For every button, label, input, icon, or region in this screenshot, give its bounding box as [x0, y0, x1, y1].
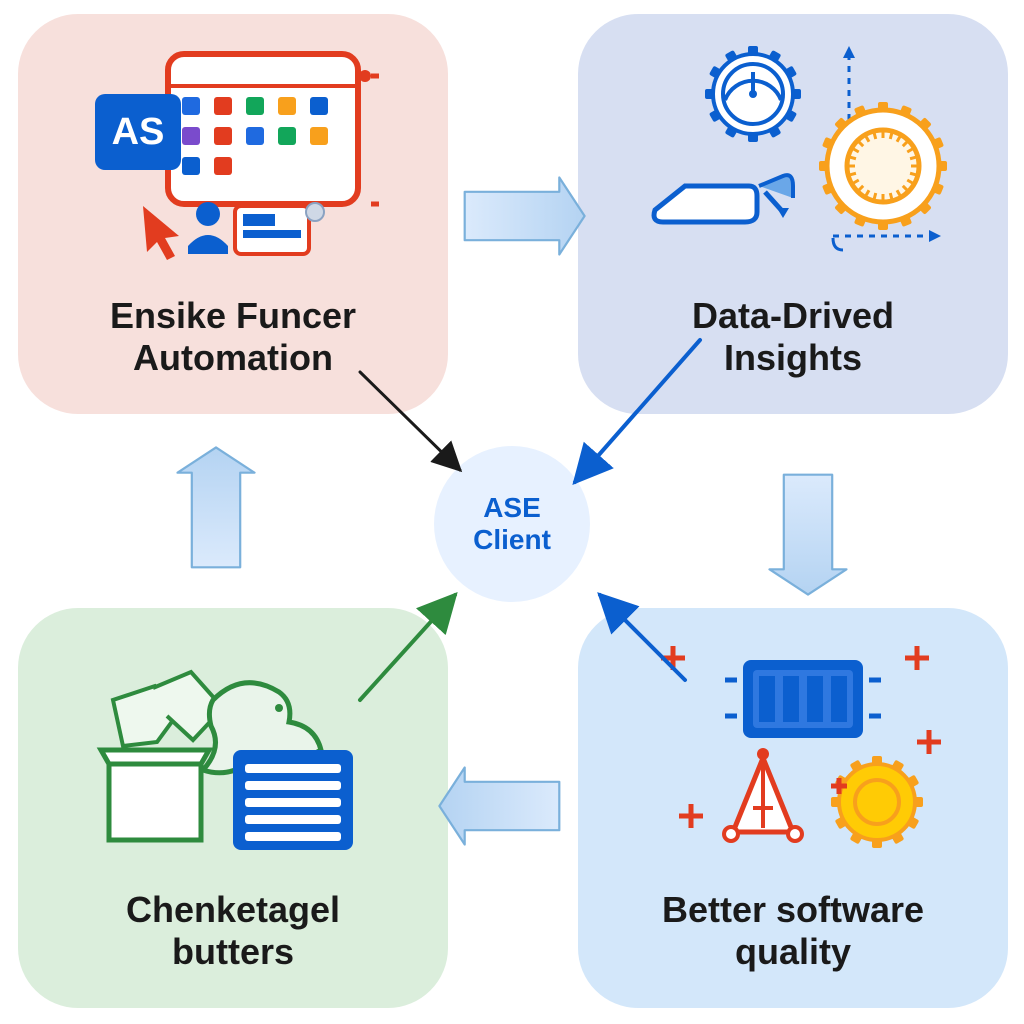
- center-hub: ASEClient: [434, 446, 590, 602]
- cycle-arrow: [770, 475, 847, 595]
- quad-bl-icon: [83, 630, 383, 860]
- cycle-arrow: [465, 178, 585, 255]
- quad-bl-label-line1: Chenketagel: [126, 889, 340, 930]
- quad-br-icon: [633, 630, 953, 860]
- quad-br-label-line2: quality: [735, 931, 851, 972]
- quad-tr-label-line1: Data-Drived: [692, 295, 894, 336]
- quad-tr-label-line2: Insights: [724, 337, 862, 378]
- svg-text:AS: AS: [112, 111, 165, 153]
- quad-tl-icon: AS: [83, 36, 383, 266]
- center-label: ASEClient: [473, 492, 551, 556]
- quad-bl: Chenketagelbutters: [18, 608, 448, 1008]
- quad-br-label: Better softwarequality: [662, 889, 924, 972]
- quad-bl-label: Chenketagelbutters: [126, 889, 340, 972]
- quad-tl-label-line1: Ensike Funcer: [110, 295, 356, 336]
- quad-tr-label: Data-DrivedInsights: [692, 295, 894, 378]
- quad-tl-label-line2: Automation: [133, 337, 333, 378]
- quad-tl: AS Ensike FuncerAutomation: [18, 14, 448, 414]
- quad-tr: Data-DrivedInsights: [578, 14, 1008, 414]
- quad-tl-label: Ensike FuncerAutomation: [110, 295, 356, 378]
- cycle-arrow: [439, 768, 559, 845]
- quad-br-label-line1: Better software: [662, 889, 924, 930]
- cycle-arrow: [178, 447, 255, 567]
- quad-tr-icon: [633, 36, 953, 276]
- quad-br: Better softwarequality: [578, 608, 1008, 1008]
- quad-bl-label-line2: butters: [172, 931, 294, 972]
